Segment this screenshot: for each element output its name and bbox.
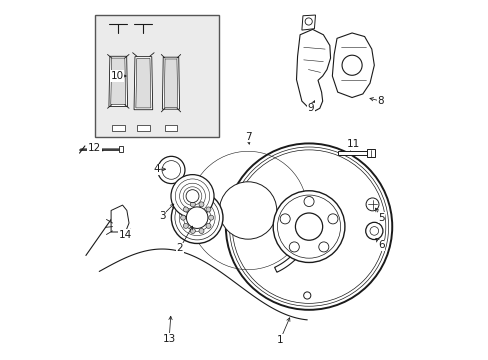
Text: 4: 4 (153, 164, 160, 174)
Polygon shape (137, 126, 149, 131)
Circle shape (205, 207, 210, 212)
Text: 5: 5 (377, 213, 384, 222)
Polygon shape (134, 57, 152, 110)
Circle shape (219, 182, 276, 239)
Text: 8: 8 (377, 96, 383, 106)
Text: 11: 11 (346, 139, 360, 149)
Circle shape (190, 202, 195, 207)
Polygon shape (337, 151, 367, 155)
Text: 1: 1 (277, 334, 283, 345)
Text: 10: 10 (110, 71, 123, 81)
Circle shape (327, 214, 337, 224)
Polygon shape (164, 59, 178, 107)
Circle shape (183, 223, 188, 228)
Circle shape (305, 18, 312, 25)
Circle shape (171, 175, 214, 218)
Polygon shape (366, 149, 375, 157)
Polygon shape (296, 30, 330, 111)
Polygon shape (112, 126, 124, 131)
Text: 14: 14 (119, 230, 132, 239)
Circle shape (199, 229, 203, 234)
Circle shape (365, 222, 382, 239)
Circle shape (341, 55, 362, 75)
Text: 3: 3 (159, 211, 165, 221)
Circle shape (190, 229, 195, 234)
Circle shape (295, 213, 322, 240)
Circle shape (225, 143, 391, 310)
Polygon shape (109, 56, 127, 107)
Circle shape (183, 207, 188, 212)
Circle shape (273, 191, 344, 262)
Polygon shape (110, 58, 125, 105)
Text: 9: 9 (307, 103, 313, 113)
Polygon shape (164, 126, 177, 131)
Circle shape (158, 156, 184, 184)
Text: 2: 2 (176, 243, 183, 253)
Circle shape (180, 215, 185, 220)
Polygon shape (111, 205, 129, 232)
Polygon shape (119, 146, 123, 152)
Polygon shape (301, 15, 315, 30)
Text: 7: 7 (244, 132, 251, 142)
Polygon shape (332, 33, 373, 98)
Circle shape (318, 242, 328, 252)
Circle shape (289, 242, 299, 252)
Circle shape (199, 202, 203, 207)
Polygon shape (162, 57, 179, 109)
Circle shape (303, 292, 310, 299)
Circle shape (280, 214, 289, 224)
Text: 6: 6 (377, 240, 384, 250)
Circle shape (185, 190, 199, 203)
Circle shape (205, 223, 210, 228)
Polygon shape (136, 58, 151, 108)
Text: 12: 12 (88, 143, 101, 153)
Circle shape (186, 207, 207, 228)
Circle shape (366, 198, 378, 211)
Circle shape (171, 192, 223, 243)
Circle shape (304, 197, 313, 207)
Text: 13: 13 (162, 333, 176, 343)
Circle shape (208, 215, 213, 220)
Bar (95, 15, 218, 137)
Polygon shape (274, 247, 303, 272)
